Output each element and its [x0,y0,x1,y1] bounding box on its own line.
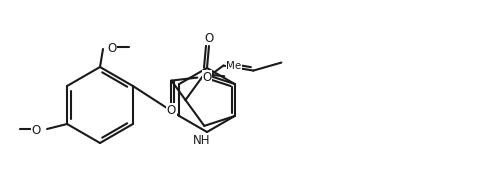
Text: O: O [107,42,116,54]
Text: Me: Me [226,61,242,71]
Text: NH: NH [193,134,210,147]
Text: O: O [32,123,41,136]
Text: O: O [167,104,176,117]
Text: O: O [204,32,214,44]
Text: O: O [202,71,212,84]
